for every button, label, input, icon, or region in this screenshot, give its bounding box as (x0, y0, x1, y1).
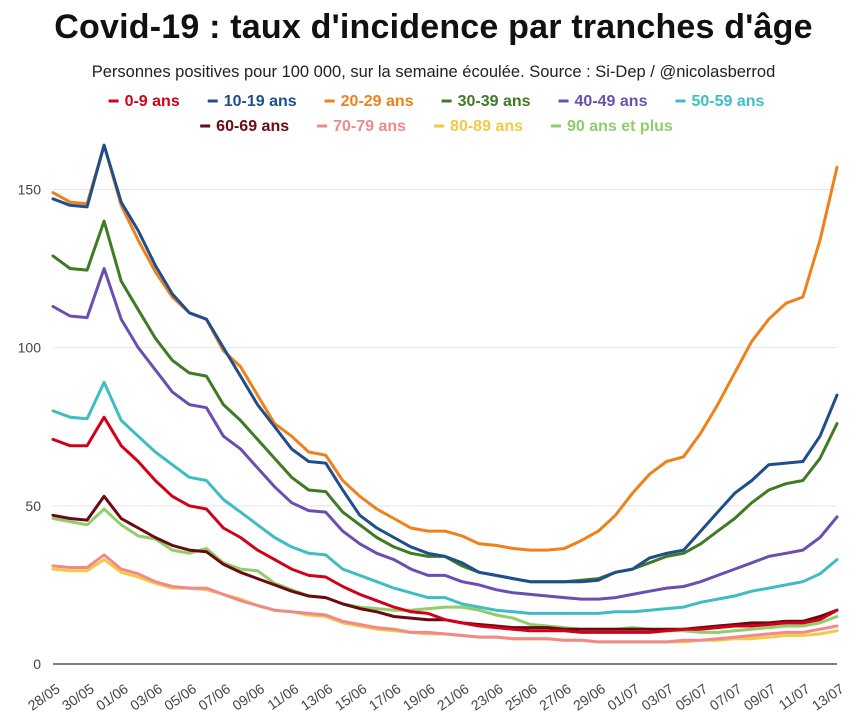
series-line-80-89-ans (51, 558, 839, 644)
x-tick-label: 11/06 (264, 680, 301, 713)
legend-item: 30-39 ans (441, 93, 531, 110)
x-tick-label: 15/06 (332, 680, 370, 713)
x-tick-label: 30/05 (59, 680, 97, 713)
chart-title: Covid-19 : taux d'incidence par tranches… (54, 8, 813, 46)
x-tick-label: 29/06 (570, 680, 608, 713)
x-tick-label: 01/06 (93, 680, 131, 713)
legend-label: 80-89 ans (450, 118, 523, 135)
x-tick-label: 13/06 (298, 680, 336, 713)
legend-item: 70-79 ans (317, 118, 406, 135)
series-line-90-ans-et-plus (51, 507, 839, 634)
legend-label: 10-19 ans (224, 93, 297, 110)
x-tick-label: 07/07 (707, 680, 745, 713)
legend-item: 90 ans et plus (550, 118, 673, 135)
x-tick-label: 01/07 (604, 680, 642, 713)
legend-item: 10-19 ans (207, 93, 297, 110)
y-tick-label: 100 (18, 340, 42, 356)
legend-item: 50-59 ans (675, 93, 765, 110)
legend-label: 60-69 ans (216, 118, 289, 135)
series-line-70-79-ans (51, 553, 839, 644)
legend-label: 50-59 ans (691, 93, 764, 110)
series-lines (51, 143, 839, 644)
legend-item: 0-9 ans (108, 93, 180, 110)
series-line-40-49-ans (51, 267, 839, 601)
x-tick-label: 03/07 (638, 680, 676, 713)
gridlines (53, 188, 837, 665)
x-tick-label: 19/06 (400, 680, 438, 713)
x-tick-label: 23/06 (468, 680, 506, 713)
x-tick-label: 25/06 (502, 680, 540, 713)
legend-label: 30-39 ans (458, 93, 531, 110)
legend-label: 70-79 ans (333, 118, 406, 135)
x-tick-label: 07/06 (195, 680, 233, 713)
chart-subtitle: Personnes positives pour 100 000, sur la… (91, 63, 776, 81)
x-tick-label: 03/06 (127, 680, 165, 713)
x-tick-label: 21/06 (434, 680, 472, 713)
y-tick-label: 50 (25, 498, 41, 514)
legend-label: 20-29 ans (341, 93, 414, 110)
legend-label: 90 ans et plus (567, 118, 673, 135)
legend-label: 0-9 ans (125, 93, 180, 110)
x-tick-label: 09/06 (229, 680, 267, 713)
x-tick-label: 28/05 (25, 680, 63, 713)
series-line-50-59-ans (51, 380, 839, 615)
legend-item: 80-89 ans (434, 118, 523, 135)
series-line-10-19-ans (51, 143, 839, 584)
series-line-0-9-ans (51, 415, 839, 634)
x-tick-label: 11/07 (776, 680, 813, 713)
x-tick-label: 05/06 (161, 680, 199, 713)
x-tick-label: 13/07 (809, 680, 847, 713)
legend-label: 40-49 ans (575, 93, 648, 110)
y-tick-label: 0 (33, 656, 41, 672)
legend-item: 40-49 ans (558, 93, 648, 110)
legend-item: 20-29 ans (324, 93, 414, 110)
series-line-60-69-ans (51, 494, 839, 631)
x-tick-label: 17/06 (366, 680, 404, 713)
legend: 0-9 ans 10-19 ans 20-29 ans 30-39 ans 40-49 … (108, 93, 765, 135)
x-tick-label: 27/06 (536, 680, 574, 713)
x-tick-label: 05/07 (672, 680, 710, 713)
x-tick-label: 09/07 (741, 680, 779, 713)
legend-item: 60-69 ans (200, 118, 289, 135)
y-tick-label: 150 (18, 181, 42, 197)
